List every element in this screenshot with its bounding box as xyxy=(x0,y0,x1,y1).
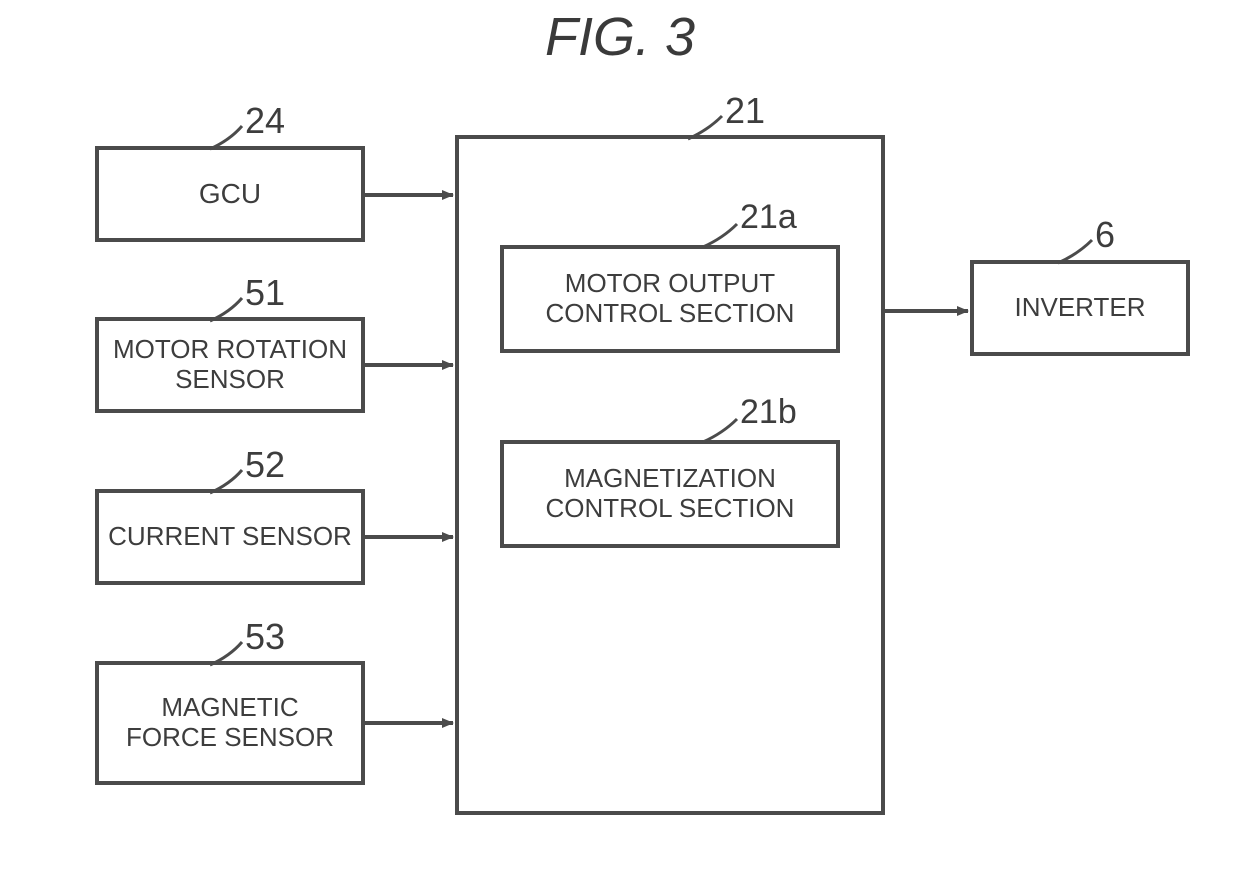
connectors-svg xyxy=(0,0,1240,882)
lead-gcu xyxy=(210,126,242,149)
lead-container xyxy=(688,116,722,139)
lead-cs xyxy=(210,470,242,493)
figure-canvas: FIG. 3 GCU MOTOR ROTATION SENSOR CURRENT… xyxy=(0,0,1240,882)
lead-mag xyxy=(703,419,737,442)
lead-moc xyxy=(703,224,737,247)
lead-inv xyxy=(1058,240,1092,263)
lead-mfs xyxy=(210,642,242,665)
lead-mrs xyxy=(210,298,242,321)
